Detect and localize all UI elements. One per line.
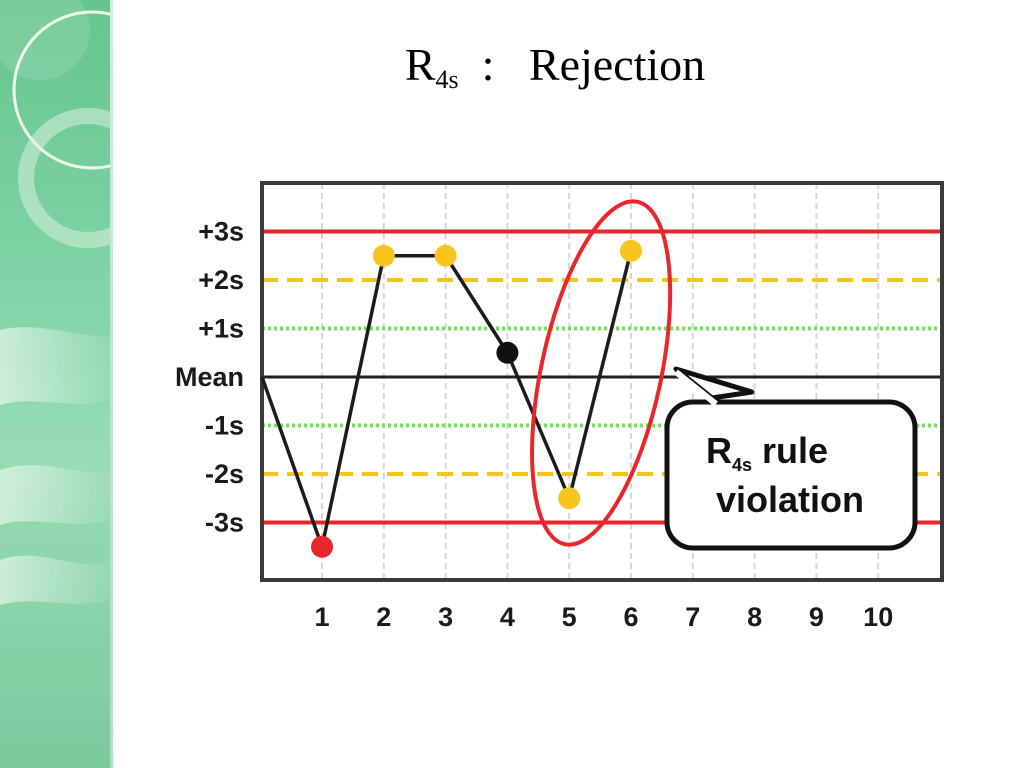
data-point [372,244,395,267]
data-point [311,535,333,558]
y-tick-label: +3s [198,217,244,247]
callout-rule: rule [752,430,828,471]
y-tick-label: +2s [198,265,244,295]
y-tick-label: -2s [205,459,244,489]
callout-r: R [706,430,732,471]
title-subscript: 4s [435,65,459,94]
decor-glow [0,0,90,80]
sidebar-decoration [0,0,113,768]
callout-subscript: 4s [732,455,752,475]
y-tick-label: -1s [205,411,244,441]
sidebar-decor-art [0,0,113,605]
decor-wave-1 [0,327,113,405]
y-tick-label: -3s [205,508,244,538]
callout-line-2: violation [716,479,864,520]
decor-wave-2 [0,465,113,525]
x-tick-label: 4 [500,602,515,632]
x-tick-label: 6 [623,602,638,632]
slide-title: R4s : Rejection [0,38,1024,95]
data-point [434,244,457,267]
x-tick-label: 5 [562,602,577,632]
callout-join [674,369,718,407]
x-tick-label: 10 [863,602,893,632]
x-tick-label: 7 [685,602,700,632]
decor-wave-3 [0,555,113,605]
x-tick-label: 9 [809,602,824,632]
data-point [620,239,642,262]
violation-highlight-ellipse [530,199,673,547]
title-rest: : Rejection [458,39,706,90]
y-tick-label: Mean [175,362,244,392]
decor-ring-small [18,108,113,248]
data-point [558,487,581,510]
x-tick-label: 1 [314,602,329,632]
x-tick-label: 8 [747,602,762,632]
sidebar-edge [110,0,113,768]
callout-box [664,399,918,551]
y-tick-label: +1s [198,314,244,344]
x-tick-label: 2 [376,602,391,632]
data-point [496,341,519,364]
title-main: R [404,39,436,90]
callout-line-1: R4s rule [706,430,828,475]
x-tick-label: 3 [438,602,453,632]
decor-ring-large [12,10,113,170]
